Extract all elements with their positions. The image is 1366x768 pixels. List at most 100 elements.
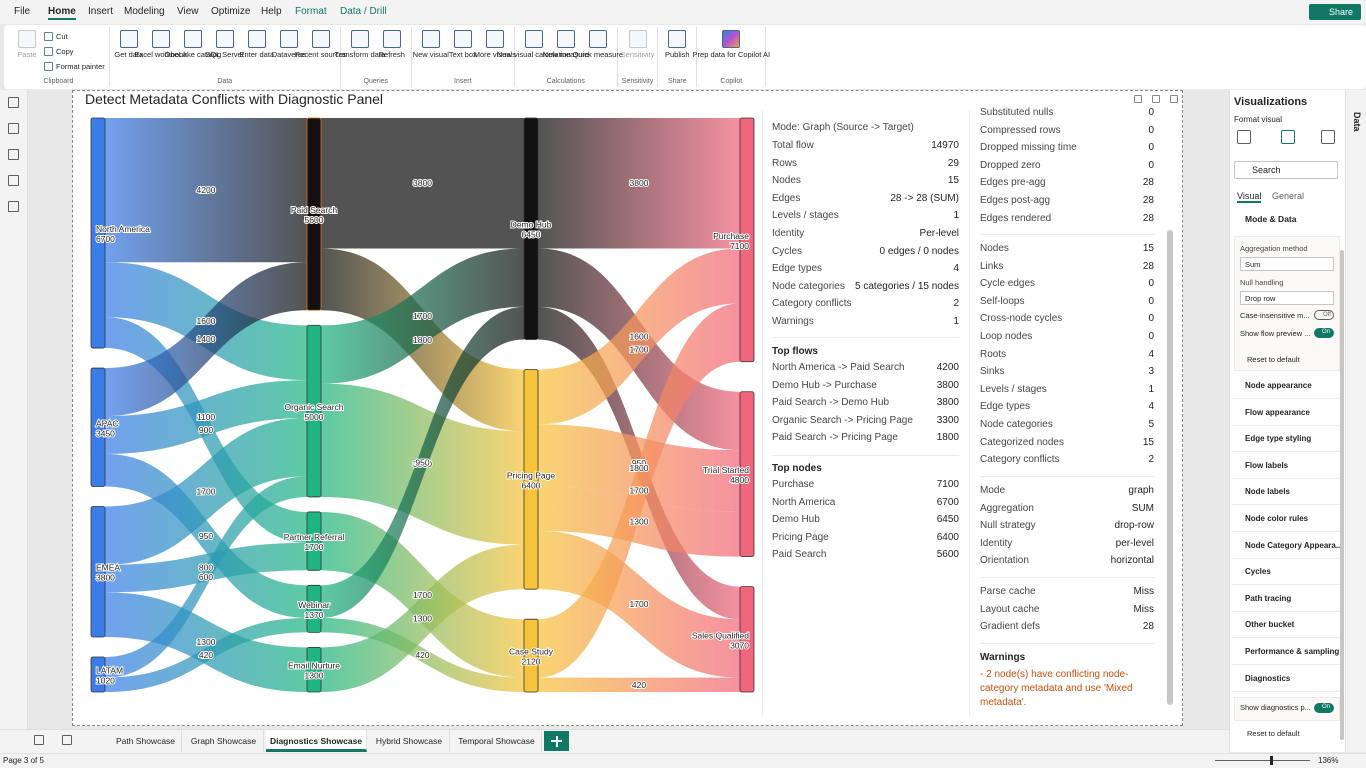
pane-icon[interactable] [1281,130,1295,144]
flow-label: 3800 [630,178,649,188]
search-box[interactable]: Search [1234,161,1338,179]
ribbon-icon [588,30,607,48]
section-header[interactable]: Performance & sampling [1245,647,1340,656]
ribbon-button[interactable]: Get data [114,27,144,59]
flow-link [538,530,740,678]
diag-value: 29 [947,157,959,169]
view-icon[interactable] [8,201,19,212]
pane-tab[interactable]: General [1272,191,1305,201]
ribbon-button[interactable]: More visuals [474,27,516,59]
ribbon-button[interactable]: New visual [412,27,449,59]
dropdown[interactable]: Sum [1240,257,1334,271]
ribbon-button[interactable]: Quick measure [573,27,623,59]
section-header[interactable]: Path tracing [1245,593,1292,603]
page-tab[interactable]: Path Showcase [110,730,182,752]
ribbon-button[interactable]: Format painter [44,59,105,74]
diag-label: North America [772,496,836,508]
ribbon-button[interactable]: Prep data for Copilot AI [693,27,770,59]
flow-label: 600 [199,572,213,582]
ribbon-button[interactable]: Enter data [239,27,274,59]
menu-tab[interactable]: View [177,6,199,17]
section-header[interactable]: Flow appearance [1245,407,1310,417]
scrollbar-thumb[interactable] [1167,230,1173,705]
view-icon[interactable] [8,97,19,108]
separator [1232,424,1340,426]
menu-tab[interactable]: Insert [88,6,114,17]
flow-link [105,592,307,692]
ribbon-button[interactable]: Text box [448,27,478,59]
menu-tab[interactable]: Help [261,6,282,17]
view-toggle[interactable] [62,735,72,745]
flow-link [538,248,740,425]
ribbon-button[interactable]: SQL Server [205,27,244,59]
view-icon[interactable] [8,123,19,134]
view-toggle[interactable] [34,735,44,745]
menu-tab[interactable]: File [14,6,31,17]
ribbon-group: Publish Share [658,27,698,87]
section-header[interactable]: Cycles [1245,567,1271,577]
ribbon-label: Cut [56,32,68,41]
ribbon-button[interactable]: Paste [12,27,42,59]
section-header[interactable]: Node color rules [1245,514,1309,523]
flow-link [538,118,740,249]
node-value: 3800 [96,573,115,583]
section-header[interactable]: Diagnostics [1245,673,1291,683]
reset-link[interactable]: Reset to default [1247,729,1300,738]
section-header[interactable]: Node labels [1245,487,1290,497]
toggle[interactable]: On [1314,703,1334,713]
diag-label: Demo Hub [772,514,820,526]
page-tab[interactable]: Diagnostics Showcase [266,730,367,752]
menu-tab[interactable]: Modeling [124,6,165,17]
zoom-slider[interactable] [1215,760,1310,761]
page-tab[interactable]: Hybrid Showcase [369,730,450,752]
visual-header-icon[interactable] [1134,95,1142,103]
toggle[interactable]: Off [1314,310,1334,320]
ribbon-button[interactable]: New visual calculation [497,27,571,59]
ribbon-button[interactable]: Refresh [377,27,407,59]
ribbon-button[interactable]: Sensitivity [621,27,654,59]
ribbon-button[interactable]: Excel workbook [135,27,187,59]
pane-tab[interactable]: Visual [1237,191,1262,203]
field-label: Aggregation method [1240,244,1308,253]
diag-label: Rows [772,157,798,169]
ribbon: Paste Cut Copy Format painter Clipboard Get d… [4,25,1366,89]
section-header[interactable]: Node appearance [1245,381,1312,390]
toggle[interactable]: On [1314,328,1334,338]
ribbon-button[interactable]: Cut [44,29,105,44]
node-value: 5600 [305,215,324,225]
sankey-node [306,584,322,633]
visual-header-icon[interactable] [1170,95,1178,103]
visual-header-icon[interactable] [1152,95,1160,103]
section-header[interactable]: Other bucket [1245,620,1295,630]
dropdown[interactable]: Drop row [1240,291,1334,305]
ribbon-button[interactable]: Copy [44,44,105,59]
section-header[interactable]: Flow labels [1245,460,1289,470]
section-header[interactable]: Node Category Appeara... [1245,540,1343,550]
menu-tab[interactable]: Optimize [211,6,251,17]
reset-link[interactable]: Reset to default [1247,355,1300,364]
ribbon-button[interactable]: OneLake catalog [164,27,221,59]
share-button[interactable]: Share [1309,4,1361,20]
flow-label: 1700 [413,311,432,321]
data-pane-tab[interactable]: Data [1352,112,1362,132]
menu-tab[interactable]: Format [295,6,327,17]
node-label: Partner Referral [284,532,345,542]
ribbon-icon [485,30,504,48]
section-header[interactable]: Mode & Data [1245,214,1297,224]
pane-icon[interactable] [1321,130,1335,144]
page-tab[interactable]: Temporal Showcase [452,730,542,752]
ribbon-button[interactable]: Dataverse [272,27,306,59]
menu-tab[interactable]: Data / Drill [340,6,387,17]
section-header[interactable]: Edge type styling [1245,434,1312,444]
column-divider [969,110,970,716]
ribbon-label: New visual [412,50,449,59]
menu-tab[interactable]: Home [48,6,76,20]
ribbon-button[interactable]: Recent sources [295,27,347,59]
pane-icon[interactable] [1237,130,1251,144]
ribbon-button[interactable]: Publish [662,27,692,59]
page-tab[interactable]: Graph Showcase [184,730,264,752]
ribbon-button[interactable]: Transform data [335,27,385,59]
view-icon[interactable] [8,175,19,186]
ribbon-button[interactable]: New measure [543,27,589,59]
view-icon[interactable] [8,149,19,160]
